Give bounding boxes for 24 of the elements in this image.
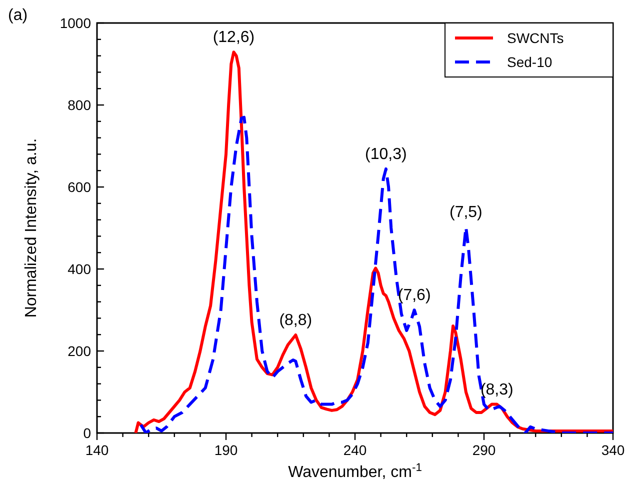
y-tick-label: 1000 (60, 15, 92, 31)
x-tick-label: 240 (343, 442, 367, 458)
annotation: (7,5) (449, 204, 482, 222)
y-tick-label: 0 (83, 425, 92, 441)
x-tick-label: 140 (85, 442, 109, 458)
annotation: (10,3) (365, 146, 407, 163)
annotation: (8,3) (480, 381, 514, 398)
annotation: (8,8) (279, 312, 312, 330)
x-tick-label: 190 (214, 442, 238, 458)
line-series (139, 116, 613, 433)
annotation: (7,6) (398, 287, 431, 304)
y-tick-label: 800 (68, 97, 92, 113)
legend-label: SWCNTs (507, 30, 564, 46)
y-axis-title: Normalized Intensity, a.u. (23, 138, 40, 318)
text: (a) (8, 7, 28, 24)
x-axis-title: Wavenumber, cm$^{-1}$ (288, 462, 422, 481)
y-tick-label: 200 (68, 343, 92, 359)
x-tick-label: 290 (472, 442, 496, 458)
x-tick-label: 340 (601, 442, 625, 458)
y-tick-label: 600 (68, 179, 92, 195)
annotation: (12,6) (212, 29, 255, 46)
line-series (134, 50, 613, 433)
legend-label: Sed-10 (507, 54, 552, 70)
y-tick-label: 400 (68, 261, 92, 277)
